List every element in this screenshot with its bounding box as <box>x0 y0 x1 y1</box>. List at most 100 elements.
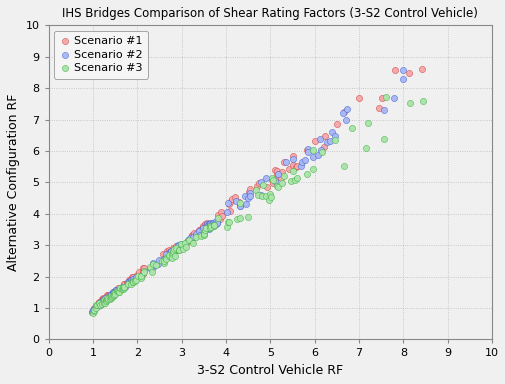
Scenario #1 <box>417 66 425 73</box>
Scenario #1 <box>188 233 196 239</box>
Scenario #3 <box>136 275 144 281</box>
Scenario #3 <box>191 234 199 240</box>
X-axis label: 3-S2 Control Vehicle RF: 3-S2 Control Vehicle RF <box>197 364 343 377</box>
Scenario #1 <box>225 208 233 214</box>
Scenario #1 <box>292 162 300 169</box>
Scenario #2 <box>327 129 335 135</box>
Scenario #1 <box>172 243 180 249</box>
Scenario #1 <box>163 248 171 254</box>
Scenario #2 <box>117 285 125 291</box>
Scenario #1 <box>120 281 128 288</box>
Scenario #3 <box>189 240 197 246</box>
Scenario #1 <box>128 274 136 280</box>
Scenario #2 <box>112 290 120 296</box>
Scenario #2 <box>303 146 311 152</box>
Scenario #2 <box>326 137 334 144</box>
Scenario #1 <box>109 289 117 295</box>
Scenario #3 <box>268 175 276 181</box>
Scenario #2 <box>241 200 249 207</box>
Scenario #2 <box>96 301 105 307</box>
Scenario #2 <box>97 299 106 305</box>
Scenario #1 <box>106 294 114 300</box>
Scenario #1 <box>255 180 263 186</box>
Scenario #3 <box>290 177 298 184</box>
Scenario #1 <box>268 180 276 186</box>
Scenario #2 <box>124 279 132 285</box>
Scenario #3 <box>169 250 177 256</box>
Scenario #1 <box>114 286 122 293</box>
Scenario #2 <box>224 200 232 207</box>
Scenario #2 <box>210 220 218 227</box>
Scenario #3 <box>147 269 156 275</box>
Scenario #2 <box>204 226 212 232</box>
Scenario #2 <box>206 222 214 228</box>
Scenario #1 <box>139 265 147 271</box>
Scenario #2 <box>304 149 312 155</box>
Scenario #1 <box>268 177 276 183</box>
Scenario #3 <box>347 125 355 131</box>
Scenario #1 <box>114 287 122 293</box>
Scenario #3 <box>97 301 106 308</box>
Scenario #1 <box>108 292 116 298</box>
Scenario #1 <box>195 227 203 233</box>
Scenario #2 <box>128 276 136 283</box>
Scenario #2 <box>149 264 157 270</box>
Scenario #3 <box>90 306 98 313</box>
Scenario #1 <box>198 225 206 231</box>
Scenario #2 <box>322 139 330 145</box>
Scenario #2 <box>162 251 170 257</box>
Scenario #3 <box>405 99 413 106</box>
Scenario #3 <box>418 98 426 104</box>
Scenario #1 <box>98 295 107 301</box>
Scenario #3 <box>266 190 274 197</box>
Scenario #2 <box>167 248 175 254</box>
Scenario #2 <box>174 245 182 252</box>
Scenario #3 <box>130 278 138 285</box>
Scenario #3 <box>106 296 114 302</box>
Scenario #1 <box>138 268 146 274</box>
Scenario #3 <box>251 187 260 194</box>
Scenario #2 <box>113 289 121 295</box>
Scenario #2 <box>173 242 181 248</box>
Scenario #3 <box>232 216 240 222</box>
Scenario #1 <box>165 247 173 253</box>
Scenario #3 <box>100 300 108 306</box>
Scenario #3 <box>199 231 208 237</box>
Scenario #1 <box>159 251 167 257</box>
Scenario #2 <box>213 220 221 226</box>
Scenario #2 <box>117 286 125 292</box>
Scenario #1 <box>285 166 293 172</box>
Scenario #3 <box>107 295 115 301</box>
Scenario #1 <box>128 274 136 280</box>
Scenario #3 <box>272 183 280 189</box>
Scenario #3 <box>288 169 296 175</box>
Scenario #3 <box>96 302 104 308</box>
Scenario #1 <box>320 144 328 150</box>
Scenario #2 <box>317 147 325 154</box>
Scenario #1 <box>321 133 329 139</box>
Scenario #3 <box>112 288 120 294</box>
Scenario #2 <box>136 273 144 279</box>
Scenario #1 <box>139 271 147 277</box>
Scenario #1 <box>205 222 213 228</box>
Scenario #2 <box>94 302 103 308</box>
Scenario #3 <box>174 247 182 253</box>
Scenario #2 <box>113 288 121 294</box>
Scenario #1 <box>128 276 136 282</box>
Scenario #1 <box>187 235 195 241</box>
Scenario #1 <box>94 299 103 305</box>
Scenario #2 <box>112 287 120 293</box>
Scenario #1 <box>200 221 209 227</box>
Scenario #3 <box>207 224 215 230</box>
Scenario #2 <box>246 193 254 199</box>
Scenario #3 <box>93 302 101 308</box>
Scenario #2 <box>109 289 117 295</box>
Scenario #3 <box>379 136 387 142</box>
Scenario #3 <box>114 289 122 295</box>
Scenario #2 <box>111 290 119 296</box>
Scenario #1 <box>191 233 199 239</box>
Scenario #3 <box>261 193 269 199</box>
Scenario #2 <box>189 234 197 240</box>
Scenario #1 <box>113 285 121 291</box>
Scenario #3 <box>128 279 136 285</box>
